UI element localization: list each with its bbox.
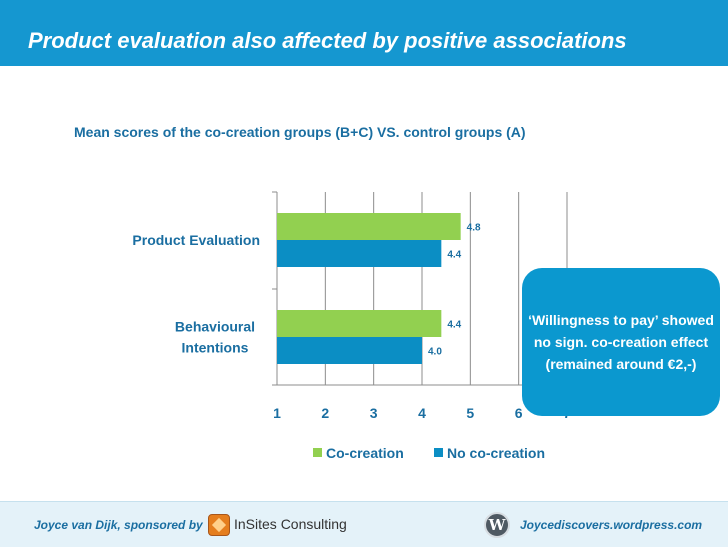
category-label: Intentions <box>182 340 249 356</box>
x-tick-label: 1 <box>273 405 281 421</box>
x-tick-label: 5 <box>466 405 474 421</box>
chart-legend: Co-creation No co-creation <box>313 445 545 461</box>
callout-text: ‘Willingness to pay’ showed no sign. co-… <box>528 312 714 372</box>
category-label: Product Evaluation <box>132 232 260 248</box>
bar <box>277 337 422 364</box>
sponsor-name: InSites Consulting <box>234 516 347 532</box>
bar <box>277 213 461 240</box>
data-label: 4.4 <box>447 250 461 261</box>
legend-label: Co-creation <box>326 445 404 461</box>
legend-swatch <box>434 448 443 457</box>
chart-bars <box>277 213 461 364</box>
header-bar: Product evaluation also affected by posi… <box>0 0 728 66</box>
x-tick-label: 3 <box>370 405 378 421</box>
legend-swatch <box>313 448 322 457</box>
bar <box>277 310 442 337</box>
wordpress-icon: W <box>484 512 510 538</box>
legend-label: No co-creation <box>447 445 545 461</box>
page-title: Product evaluation also affected by posi… <box>28 28 627 53</box>
blog-url[interactable]: Joycediscovers.wordpress.com <box>520 518 703 532</box>
data-label: 4.8 <box>467 223 481 234</box>
category-label: Behavioural <box>175 319 255 335</box>
footer-bar: Joyce van Dijk, sponsored by InSites Con… <box>0 501 728 547</box>
x-tick-label: 6 <box>515 405 523 421</box>
data-label: 4.4 <box>447 320 461 331</box>
author-credit: Joyce van Dijk, sponsored by <box>34 518 203 532</box>
chart-title: Mean scores of the co-creation groups (B… <box>74 124 526 140</box>
x-tick-label: 4 <box>418 405 426 421</box>
x-tick-label: 2 <box>321 405 329 421</box>
insites-logo-icon <box>208 514 230 536</box>
callout-box: ‘Willingness to pay’ showed no sign. co-… <box>522 268 720 416</box>
bar <box>277 240 442 267</box>
data-label: 4.0 <box>428 347 442 358</box>
